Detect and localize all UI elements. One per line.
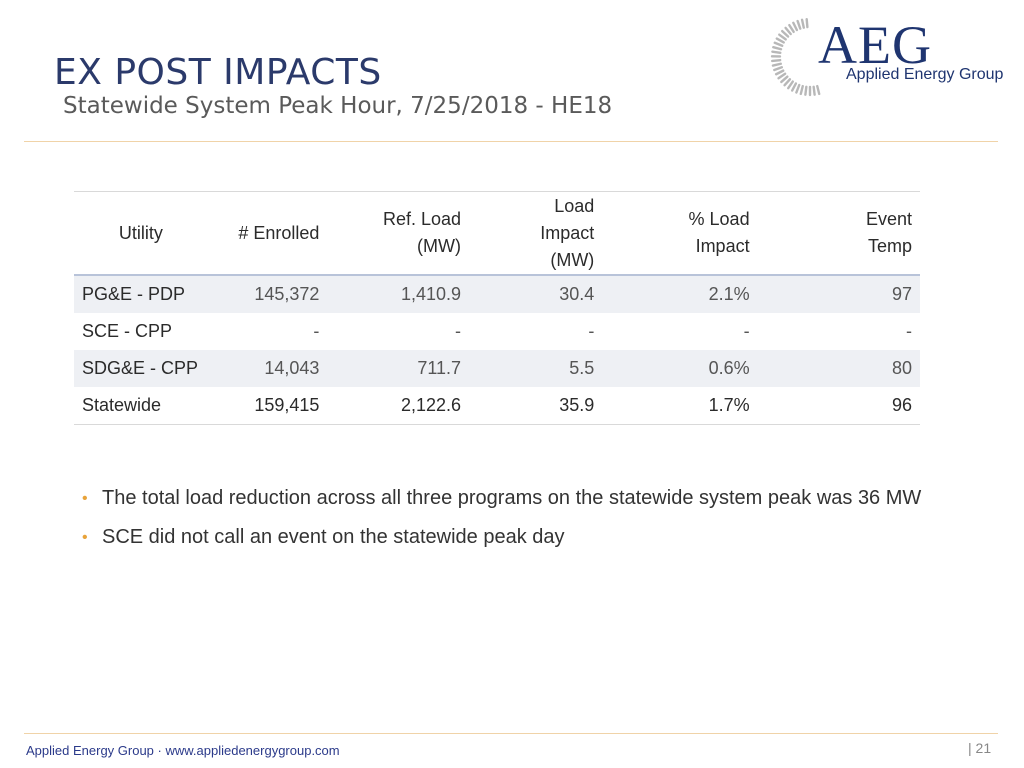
column-header-enrolled: # Enrolled — [207, 191, 328, 276]
logo-arc-tick — [781, 29, 790, 38]
logo-arc-tick — [783, 78, 792, 87]
logo-arc-tick — [804, 85, 808, 96]
cell-load-impact: 30.4 — [469, 275, 603, 313]
cell-event-temp: - — [906, 321, 912, 341]
logo-arc-tick — [816, 84, 821, 96]
logo-arc-tick — [800, 18, 805, 29]
logo-arc-tick — [805, 17, 809, 29]
logo-arc-tick — [771, 50, 782, 55]
aeg-logo: AEG Applied Energy Group — [768, 14, 1018, 100]
table-row: PG&E - PDP 145,372 1,410.9 30.4 2.1% 97 — [74, 275, 920, 313]
logo-mark: AEG — [818, 15, 932, 75]
cell-utility: SCE - CPP — [82, 321, 173, 341]
column-header-event-temp: Event Temp — [757, 191, 920, 276]
table-row-total: Statewide 159,415 2,122.6 35.9 1.7% 96 — [74, 387, 920, 425]
logo-arc-tick — [774, 69, 785, 76]
cell-ref-load: 711.7 — [327, 350, 470, 387]
bullet-text: The total load reduction across all thre… — [102, 487, 922, 509]
bullet-text: SCE did not call an event on the statewi… — [102, 526, 565, 548]
cell-enrolled: 159,415 — [207, 387, 328, 425]
impacts-table: Utility # Enrolled Ref. Load (MW) Load I… — [74, 191, 920, 425]
cell-enrolled: - — [313, 321, 320, 341]
logo-arc-tick — [788, 23, 795, 34]
slide-title: EX POST IMPACTS — [54, 52, 382, 93]
logo-arc-tick — [784, 26, 792, 36]
cell-ref-load: - — [455, 321, 462, 341]
column-header-pct-load-impact: % Load Impact — [602, 191, 758, 276]
cell-pct-load-impact: - — [743, 321, 750, 341]
column-header-load-impact: Load Impact (MW) — [469, 191, 603, 276]
cell-pct-load-impact: 1.7% — [602, 387, 758, 425]
cell-event-temp: 96 — [757, 387, 920, 425]
footer-divider — [24, 733, 998, 734]
cell-utility: SDG&E - CPP — [74, 350, 208, 387]
list-item: • The total load reduction across all th… — [82, 484, 982, 513]
list-item: • SCE did not call an event on the state… — [82, 523, 982, 552]
cell-event-temp: 97 — [757, 275, 920, 313]
bullet-list: • The total load reduction across all th… — [82, 484, 982, 562]
logo-arc-tick — [795, 83, 801, 94]
logo-arc-tick — [775, 37, 785, 44]
logo-arc-tick — [772, 45, 783, 51]
table-row: SDG&E - CPP 14,043 711.7 5.5 0.6% 80 — [74, 350, 920, 387]
cell-enrolled: 145,372 — [207, 275, 328, 313]
column-header-ref-load: Ref. Load (MW) — [327, 191, 470, 276]
bullet-icon: • — [82, 529, 88, 546]
cell-load-impact: 35.9 — [469, 387, 603, 425]
cell-utility: Statewide — [74, 387, 208, 425]
logo-arc-tick — [778, 33, 787, 41]
cell-ref-load: 1,410.9 — [327, 275, 470, 313]
bullet-icon: • — [82, 490, 88, 507]
logo-arc-tick — [771, 58, 782, 63]
cell-load-impact: - — [588, 321, 595, 341]
logo-arc-tick — [796, 19, 802, 30]
cell-utility: PG&E - PDP — [74, 275, 208, 313]
logo-arc-tick — [787, 80, 794, 90]
logo-arc-tick — [780, 75, 789, 84]
logo-arc-tick — [777, 72, 787, 80]
logo-arc-tick — [792, 21, 799, 32]
logo-arc-icon — [770, 17, 821, 97]
logo-company-name: Applied Energy Group — [846, 66, 1004, 83]
cell-enrolled: 14,043 — [207, 350, 328, 387]
cell-event-temp: 80 — [757, 350, 920, 387]
page-number: | 21 — [968, 740, 992, 756]
cell-pct-load-impact: 2.1% — [602, 275, 758, 313]
logo-arc-tick — [790, 82, 798, 92]
logo-arc-tick — [799, 84, 804, 96]
logo-arc-tick — [812, 85, 816, 96]
slide-subtitle: Statewide System Peak Hour, 7/25/2018 - … — [63, 93, 613, 119]
cell-load-impact: 5.5 — [469, 350, 603, 387]
table-row: SCE - CPP - - - - - — [74, 313, 920, 350]
table-header-row: Utility # Enrolled Ref. Load (MW) Load I… — [74, 191, 920, 276]
header-divider — [24, 141, 998, 142]
logo-arc-tick — [771, 62, 782, 67]
cell-pct-load-impact: 0.6% — [602, 350, 758, 387]
logo-arc-tick — [773, 66, 784, 72]
logo-arc-tick — [773, 41, 784, 47]
column-header-utility: Utility — [74, 191, 208, 276]
cell-ref-load: 2,122.6 — [327, 387, 470, 425]
footer-text: Applied Energy Group · www.appliedenergy… — [26, 743, 340, 758]
